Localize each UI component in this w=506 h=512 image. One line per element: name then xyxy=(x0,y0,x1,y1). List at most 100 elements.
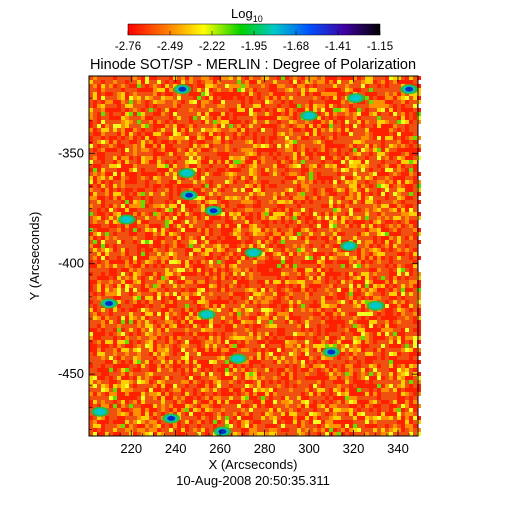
heatmap-cell xyxy=(145,220,149,224)
heatmap-cell xyxy=(153,156,157,160)
heatmap-cell xyxy=(169,396,173,400)
heatmap-cell xyxy=(97,380,101,384)
heatmap-cell xyxy=(249,164,253,168)
heatmap-cell xyxy=(289,164,293,168)
heatmap-cell xyxy=(217,140,221,144)
heatmap-cell xyxy=(145,148,149,152)
heatmap-cell xyxy=(353,216,357,220)
heatmap-cell xyxy=(405,316,409,320)
heatmap-cell xyxy=(349,292,353,296)
heatmap-cell xyxy=(365,264,369,268)
heatmap-cell xyxy=(233,188,237,192)
heatmap-cell xyxy=(285,272,289,276)
heatmap-cell xyxy=(121,356,125,360)
heatmap-cell xyxy=(125,392,129,396)
heatmap-cell xyxy=(273,272,277,276)
heatmap-cell xyxy=(357,304,361,308)
heatmap-cell xyxy=(329,112,333,116)
heatmap-cell xyxy=(393,208,397,212)
heatmap-cell xyxy=(241,124,245,128)
heatmap-cell xyxy=(365,416,369,420)
heatmap-cell xyxy=(229,108,233,112)
heatmap-cell xyxy=(157,276,161,280)
heatmap-cell xyxy=(125,172,129,176)
heatmap-cell xyxy=(261,192,265,196)
heatmap-cell xyxy=(97,164,101,168)
heatmap-cell xyxy=(293,348,297,352)
heatmap-cell xyxy=(317,124,321,128)
heatmap-cell xyxy=(157,252,161,256)
heatmap-cell xyxy=(185,128,189,132)
heatmap-cell xyxy=(229,76,233,80)
heatmap-cell xyxy=(97,312,101,316)
heatmap-cell xyxy=(181,272,185,276)
heatmap-cell xyxy=(333,168,337,172)
heatmap-cell xyxy=(89,284,93,288)
heatmap-cell xyxy=(149,176,153,180)
heatmap-cell xyxy=(157,380,161,384)
heatmap-cell xyxy=(157,356,161,360)
heatmap-cell xyxy=(405,416,409,420)
heatmap-cell xyxy=(121,284,125,288)
heatmap-cell xyxy=(361,200,365,204)
heatmap-cell xyxy=(281,284,285,288)
heatmap-cell xyxy=(405,364,409,368)
heatmap-cell xyxy=(161,360,165,364)
heatmap-cell xyxy=(293,236,297,240)
heatmap-cell xyxy=(361,140,365,144)
heatmap-cell xyxy=(173,100,177,104)
heatmap-cell xyxy=(105,172,109,176)
heatmap-cell xyxy=(225,372,229,376)
heatmap-cell xyxy=(89,376,93,380)
heatmap-cell xyxy=(177,224,181,228)
heatmap-cell xyxy=(97,208,101,212)
heatmap-cell xyxy=(245,120,249,124)
heatmap-cell xyxy=(357,196,361,200)
heatmap-cell xyxy=(281,376,285,380)
heatmap-cell xyxy=(409,136,413,140)
heatmap-cell xyxy=(113,284,117,288)
heatmap-cell xyxy=(309,152,313,156)
heatmap-cell xyxy=(393,216,397,220)
heatmap-cell xyxy=(117,356,121,360)
heatmap-cell xyxy=(345,420,349,424)
heatmap-cell xyxy=(285,396,289,400)
heatmap-cell xyxy=(105,288,109,292)
heatmap-cell xyxy=(369,220,373,224)
heatmap-cell xyxy=(213,424,217,428)
heatmap-cell xyxy=(353,108,357,112)
heatmap-cell xyxy=(185,428,189,432)
heatmap-cell xyxy=(141,124,145,128)
heatmap-cell xyxy=(273,220,277,224)
heatmap-cell xyxy=(225,420,229,424)
heatmap-cell xyxy=(153,424,157,428)
heatmap-cell xyxy=(333,84,337,88)
heatmap-cell xyxy=(313,300,317,304)
heatmap-cell xyxy=(377,100,381,104)
heatmap-cell xyxy=(333,156,337,160)
heatmap-cell xyxy=(185,308,189,312)
heatmap-cell xyxy=(317,176,321,180)
heatmap-cell xyxy=(269,184,273,188)
heatmap-cell xyxy=(129,208,133,212)
heatmap-cell xyxy=(397,256,401,260)
heatmap-cell xyxy=(221,104,225,108)
heatmap-cell xyxy=(201,188,205,192)
heatmap-cell xyxy=(225,200,229,204)
heatmap-cell xyxy=(373,256,377,260)
heatmap-cell xyxy=(121,308,125,312)
heatmap-cell xyxy=(341,168,345,172)
heatmap-cell xyxy=(213,352,217,356)
heatmap-cell xyxy=(97,112,101,116)
heatmap-cell xyxy=(333,276,337,280)
heatmap-cell xyxy=(205,288,209,292)
heatmap-cell xyxy=(253,228,257,232)
heatmap-cell xyxy=(237,256,241,260)
heatmap-cell xyxy=(233,216,237,220)
heatmap-cell xyxy=(261,140,265,144)
heatmap-cell xyxy=(97,140,101,144)
heatmap-cell xyxy=(289,104,293,108)
heatmap-cell xyxy=(165,164,169,168)
heatmap-cell xyxy=(181,348,185,352)
heatmap-cell xyxy=(105,420,109,424)
